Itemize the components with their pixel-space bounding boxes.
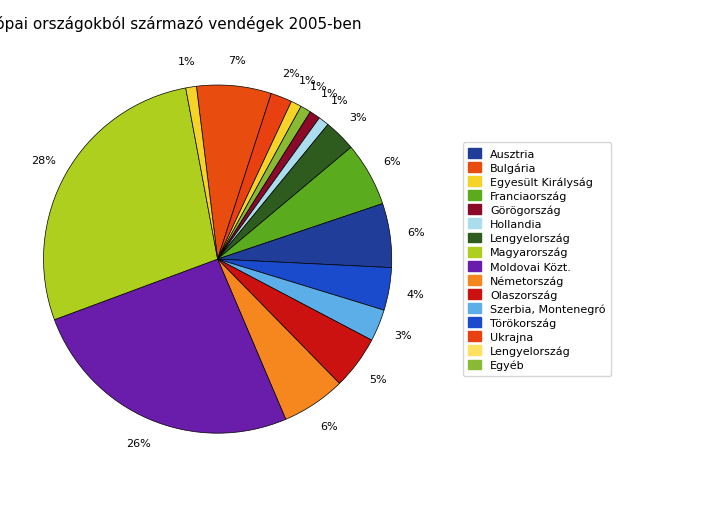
Text: 6%: 6% <box>383 157 401 167</box>
Text: 1%: 1% <box>331 96 348 106</box>
Wedge shape <box>186 87 218 260</box>
Text: 6%: 6% <box>320 421 338 431</box>
Title: Európai országokból származó vendégek 2005-ben: Európai országokból származó vendégek 20… <box>0 16 361 32</box>
Wedge shape <box>218 125 351 260</box>
Wedge shape <box>197 86 271 260</box>
Text: 1%: 1% <box>178 57 196 67</box>
Text: 1%: 1% <box>299 76 317 87</box>
Wedge shape <box>55 260 286 433</box>
Text: 6%: 6% <box>407 227 425 237</box>
Wedge shape <box>218 204 392 268</box>
Text: 1%: 1% <box>310 82 328 92</box>
Text: 3%: 3% <box>394 331 411 341</box>
Text: 4%: 4% <box>406 289 424 299</box>
Wedge shape <box>218 112 319 260</box>
Wedge shape <box>218 102 301 260</box>
Wedge shape <box>218 260 392 310</box>
Text: 7%: 7% <box>228 55 246 66</box>
Text: 28%: 28% <box>31 156 56 166</box>
Wedge shape <box>218 260 384 341</box>
Wedge shape <box>218 260 371 384</box>
Legend: Ausztria, Bulgária, Egyesült Királyság, Franciaország, Görögország, Hollandia, L: Ausztria, Bulgária, Egyesült Királyság, … <box>463 143 611 376</box>
Text: 3%: 3% <box>350 112 367 123</box>
Wedge shape <box>218 94 291 260</box>
Text: 1%: 1% <box>321 89 338 99</box>
Text: 5%: 5% <box>369 374 387 384</box>
Wedge shape <box>44 89 218 320</box>
Text: 26%: 26% <box>126 438 151 448</box>
Wedge shape <box>218 119 328 260</box>
Wedge shape <box>218 148 383 260</box>
Wedge shape <box>218 260 340 419</box>
Wedge shape <box>218 107 310 260</box>
Text: 2%: 2% <box>282 69 300 79</box>
